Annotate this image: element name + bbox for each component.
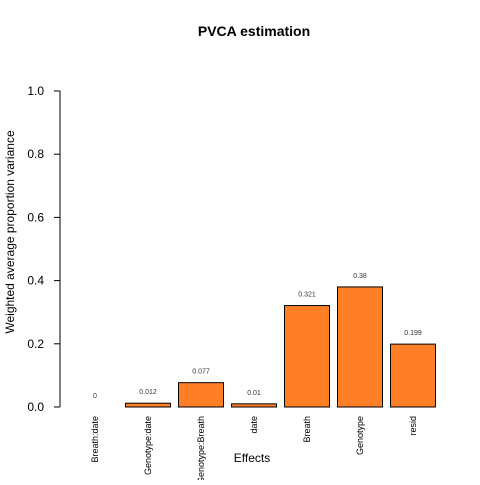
data-label: 0.38 bbox=[353, 273, 367, 280]
bar-genotype-breath bbox=[178, 382, 224, 408]
data-label: 0.077 bbox=[192, 369, 210, 376]
category-label: Genotype bbox=[355, 416, 365, 455]
category-label: Breath:date bbox=[90, 416, 100, 463]
data-label: 0.321 bbox=[298, 292, 316, 299]
bar-genotype bbox=[337, 286, 383, 408]
data-labels: 0 0.012 0.077 0.01 0.321 0.38 0.199 bbox=[93, 273, 422, 400]
category-label: Genotype:Breath bbox=[196, 416, 206, 480]
y-axis: 0.0 0.2 0.4 0.6 0.8 1.0 bbox=[27, 84, 61, 414]
data-label: 0.199 bbox=[404, 330, 422, 337]
category-label: date bbox=[249, 416, 259, 434]
bar-resid bbox=[390, 343, 436, 408]
category-label: resid bbox=[408, 416, 418, 436]
data-label: 0.012 bbox=[139, 389, 157, 396]
x-axis-label: Effects bbox=[234, 451, 270, 465]
category-label: Genotype:date bbox=[143, 416, 153, 475]
data-label: 0 bbox=[93, 393, 97, 400]
y-tick-label: 0.8 bbox=[27, 147, 44, 161]
y-tick-label: 0.6 bbox=[27, 210, 44, 224]
bar-genotype-date bbox=[125, 402, 171, 408]
bars bbox=[125, 286, 436, 408]
y-tick-label: 1.0 bbox=[27, 84, 44, 98]
chart-title: PVCA estimation bbox=[198, 23, 310, 39]
category-labels: Breath:date Genotype:date Genotype:Breath d… bbox=[90, 416, 418, 484]
y-tick-label: 0.0 bbox=[27, 400, 44, 414]
bar-date bbox=[231, 403, 277, 408]
bar-breath bbox=[284, 305, 330, 408]
category-label: Breath bbox=[302, 416, 312, 443]
y-tick-label: 0.2 bbox=[27, 337, 44, 351]
y-axis-label: Weighted average proportion variance bbox=[3, 130, 17, 334]
y-tick-label: 0.4 bbox=[27, 274, 44, 288]
data-label: 0.01 bbox=[247, 390, 261, 397]
